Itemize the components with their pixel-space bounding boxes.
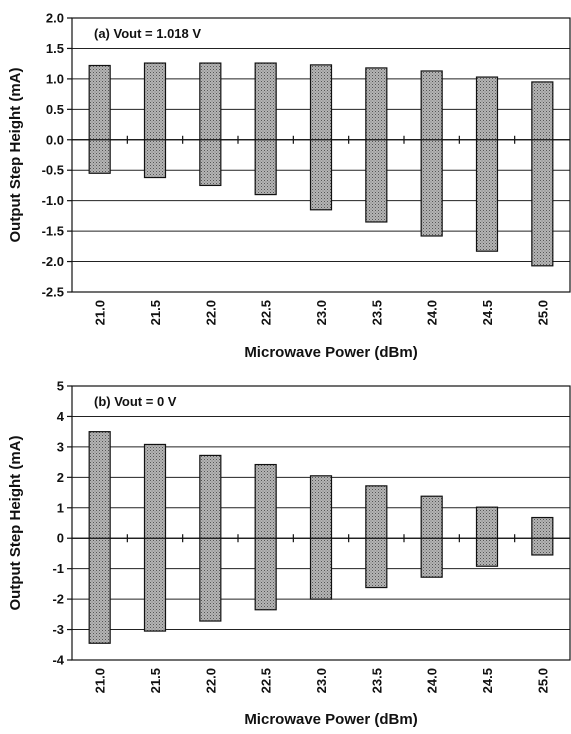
- x-tick-label: 21.0: [93, 668, 108, 693]
- y-tick-label: 1.0: [46, 71, 64, 86]
- y-tick-label: -4: [52, 653, 64, 668]
- x-tick-label: 23.0: [314, 300, 329, 325]
- y-tick-label: -1.0: [42, 193, 64, 208]
- bar-25.0: [531, 516, 554, 556]
- bar-23.5: [365, 67, 388, 223]
- x-tick-label: 21.0: [93, 300, 108, 325]
- y-tick-label: 4: [57, 409, 65, 424]
- bar-23.0: [309, 64, 333, 211]
- bar-24.0: [420, 70, 443, 237]
- x-tick-label: 23.5: [369, 300, 384, 325]
- y-tick-label: 2.0: [46, 11, 64, 26]
- y-tick-label: 0.0: [46, 132, 64, 147]
- y-tick-labels-b: 5 4 3 2 1 0 -1 -2 -3 -4: [52, 379, 64, 668]
- x-tick-label: 25.0: [535, 300, 550, 325]
- y-tick-label: -2: [52, 592, 64, 607]
- x-tick-label: 22.5: [259, 668, 274, 693]
- y-tick-label: 2: [57, 470, 64, 485]
- bar-24.5: [475, 506, 499, 567]
- bar-24.5: [475, 76, 499, 252]
- bar-23.0: [309, 475, 333, 600]
- y-tick-label: -1: [52, 561, 64, 576]
- y-axis-title-b: Output Step Height (mA): [7, 436, 24, 611]
- bar-25.0: [531, 81, 554, 267]
- y-tick-labels-a: 2.0 1.5 1.0 0.5 0.0 -0.5 -1.0 -1.5 -2.0 -2.5: [42, 11, 64, 300]
- x-tick-label: 24.5: [480, 300, 495, 325]
- zero-axis-a: [72, 135, 570, 144]
- x-tick-label: 22.0: [203, 668, 218, 693]
- zero-axis-b: [72, 534, 570, 543]
- y-tick-label: 1: [57, 500, 64, 515]
- panel-label-a: (a) Vout = 1.018 V: [94, 26, 201, 41]
- bar-23.5: [365, 485, 388, 589]
- x-tick-label: 22.0: [203, 300, 218, 325]
- bar-22.0: [199, 62, 222, 187]
- y-tick-label: -3: [52, 622, 64, 637]
- y-tick-label: -2.0: [42, 254, 64, 269]
- bars-b: [88, 431, 554, 644]
- x-tick-label: 24.5: [480, 668, 495, 693]
- x-tick-labels-b: 21.0 21.5 22.0 22.5 23.0 23.5 24.0 24.5 25.0: [93, 668, 551, 693]
- y-tick-label: -0.5: [42, 163, 64, 178]
- y-tick-label: 1.5: [46, 41, 64, 56]
- bar-22.5: [254, 62, 277, 196]
- x-axis-title-a: Microwave Power (dBm): [244, 344, 417, 361]
- y-tick-label: 3: [57, 439, 64, 454]
- bars-a: [88, 62, 554, 267]
- x-tick-label: 23.5: [369, 668, 384, 693]
- plot-frame-a: [71, 17, 571, 293]
- x-tick-label: 23.0: [314, 668, 329, 693]
- x-tick-label: 24.0: [425, 668, 440, 693]
- bar-21.0: [88, 64, 111, 174]
- y-axis-title-a: Output Step Height (mA): [7, 68, 24, 243]
- y-tick-label: 5: [57, 379, 64, 394]
- panel-label-b: (b) Vout = 0 V: [94, 394, 177, 409]
- plot-frame-b: [71, 385, 571, 661]
- x-tick-label: 24.0: [425, 300, 440, 325]
- y-tick-label: 0: [57, 531, 64, 546]
- x-tick-label: 25.0: [535, 668, 550, 693]
- x-tick-labels-a: 21.0 21.5 22.0 22.5 23.0 23.5 24.0 24.5 25.0: [93, 300, 551, 325]
- bar-21.5: [143, 62, 167, 179]
- y-tick-label: -2.5: [42, 285, 64, 300]
- bar-21.0: [88, 431, 111, 644]
- y-tick-label: 0.5: [46, 102, 64, 117]
- x-tick-label: 22.5: [259, 300, 274, 325]
- x-tick-label: 21.5: [148, 668, 163, 693]
- bar-22.5: [254, 463, 277, 611]
- chart-panel-a: 2.0 1.5 1.0 0.5 0.0 -0.5 -1.0 -1.5 -2.0 -2.5 21.0…: [7, 11, 571, 361]
- x-tick-label: 21.5: [148, 300, 163, 325]
- bar-24.0: [420, 495, 443, 578]
- x-axis-title-b: Microwave Power (dBm): [244, 711, 417, 728]
- y-tick-label: -1.5: [42, 224, 64, 239]
